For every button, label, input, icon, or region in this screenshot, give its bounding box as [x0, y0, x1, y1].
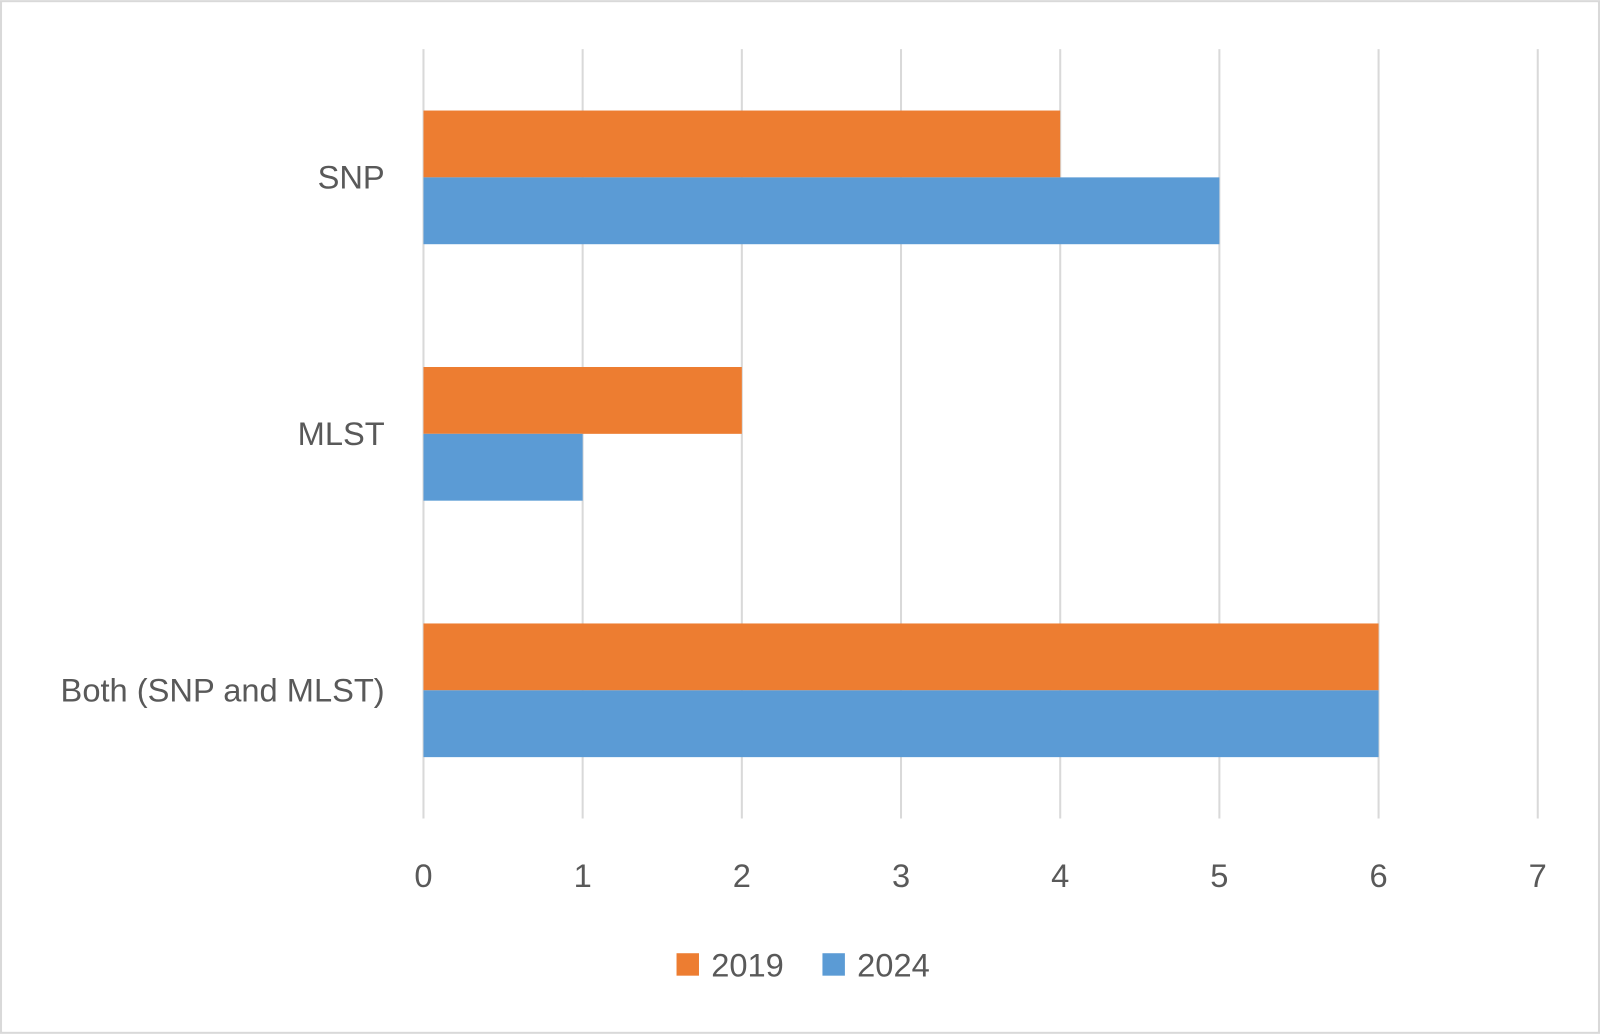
- bar-2024-1: [423, 433, 583, 501]
- x-tick-label: 4: [1051, 857, 1069, 894]
- x-tick-label: 7: [1529, 857, 1547, 894]
- category-labels: SNP MLST Both (SNP and MLST): [61, 159, 385, 709]
- bar-2024-0: [423, 177, 1220, 245]
- x-tick-label: 6: [1369, 857, 1387, 894]
- x-tick-label: 2: [733, 857, 751, 894]
- legend-swatch-2019: [676, 953, 699, 976]
- bar-2024-2: [423, 690, 1379, 758]
- category-label: Both (SNP and MLST): [61, 672, 385, 709]
- x-axis-ticks: 0 1 2 3 4 5 6 7: [414, 857, 1546, 894]
- legend: 2019 2024: [676, 947, 930, 984]
- x-tick-label: 5: [1210, 857, 1228, 894]
- legend-swatch-2024: [822, 953, 845, 976]
- bar-2019-2: [423, 623, 1379, 691]
- x-tick-label: 1: [574, 857, 592, 894]
- category-label: SNP: [318, 159, 385, 196]
- bars: [423, 110, 1379, 758]
- category-label: MLST: [298, 415, 385, 452]
- bar-2019-1: [423, 367, 742, 434]
- x-tick-label: 0: [414, 857, 432, 894]
- legend-label: 2024: [857, 947, 930, 984]
- legend-label: 2019: [711, 947, 784, 984]
- x-tick-label: 3: [892, 857, 910, 894]
- bar-2019-0: [423, 110, 1061, 178]
